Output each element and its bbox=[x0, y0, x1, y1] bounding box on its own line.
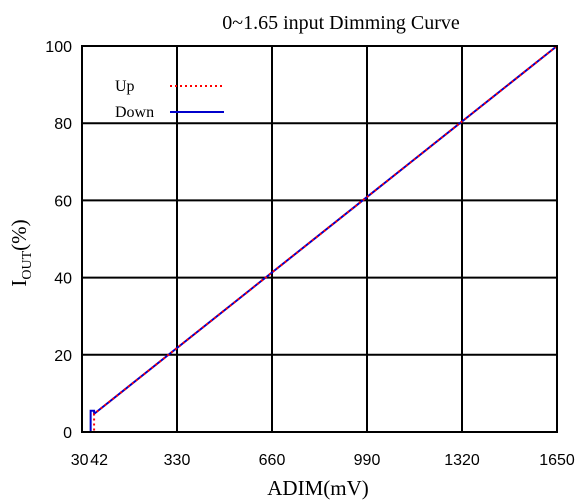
y-tick-label: 80 bbox=[54, 116, 72, 133]
y-axis-label-main: I bbox=[7, 280, 31, 287]
y-tick-label: 100 bbox=[45, 39, 72, 56]
x-axis-tick-labels: 30 42 330 660 990 1320 1650 bbox=[71, 452, 575, 469]
x-tick-label: 660 bbox=[259, 452, 286, 469]
y-axis-label-subscript: OUT bbox=[20, 250, 35, 279]
y-tick-label: 0 bbox=[63, 425, 72, 442]
x-tick-label: 30 bbox=[71, 452, 89, 469]
y-tick-label: 20 bbox=[54, 348, 72, 365]
y-axis-label-suffix: (%) bbox=[7, 219, 31, 250]
y-tick-label: 40 bbox=[54, 271, 72, 288]
chart-title: 0~1.65 input Dimming Curve bbox=[222, 12, 460, 34]
legend-label-down: Down bbox=[115, 104, 154, 121]
x-tick-label: 1320 bbox=[444, 452, 480, 469]
x-tick-label: 990 bbox=[354, 452, 381, 469]
series-line-up bbox=[90, 45, 558, 433]
y-axis-label: IOUT(%) bbox=[7, 219, 35, 286]
legend-label-up: Up bbox=[115, 78, 135, 95]
x-tick-label: 1650 bbox=[539, 452, 575, 469]
y-axis-tick-labels: 0 20 40 60 80 100 bbox=[45, 39, 72, 442]
x-tick-label: 42 bbox=[90, 452, 108, 469]
x-tick-label: 330 bbox=[164, 452, 191, 469]
y-tick-label: 60 bbox=[54, 193, 72, 210]
legend: Up Down bbox=[115, 78, 224, 121]
plot-frame bbox=[81, 45, 558, 433]
x-axis-label: ADIM(mV) bbox=[267, 476, 368, 500]
